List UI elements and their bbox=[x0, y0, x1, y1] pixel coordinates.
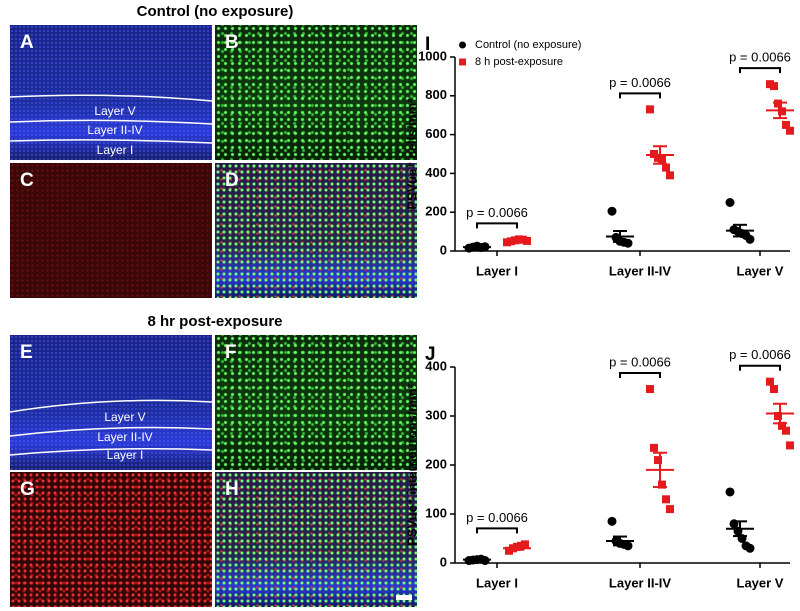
legend-label: Control (no exposure) bbox=[475, 39, 581, 51]
x-tick-label: Layer I bbox=[476, 263, 518, 278]
layer-label: Layer II-IV bbox=[97, 430, 152, 444]
data-point bbox=[646, 105, 654, 114]
data-point bbox=[778, 421, 786, 430]
data-point bbox=[623, 541, 633, 551]
panel-letter: D bbox=[225, 170, 239, 191]
data-point bbox=[782, 426, 790, 435]
panel-letter: C bbox=[20, 170, 34, 191]
micrograph bbox=[215, 163, 417, 298]
micrograph bbox=[215, 25, 417, 160]
micrograph bbox=[215, 335, 417, 470]
boundary bbox=[9, 426, 213, 437]
y-tick-label: 200 bbox=[425, 456, 447, 471]
significance-bracket bbox=[476, 527, 518, 534]
data-point bbox=[786, 441, 794, 450]
x-tick-label: Layer I bbox=[476, 575, 518, 590]
y-tick-label: 0 bbox=[440, 242, 447, 257]
layer-boundaries bbox=[9, 94, 213, 456]
y-tick-label: 100 bbox=[425, 505, 447, 520]
data-point bbox=[521, 540, 529, 549]
layer-label: Layer II-IV bbox=[87, 123, 142, 137]
data-point bbox=[725, 198, 735, 207]
data-point bbox=[725, 487, 735, 497]
legend-label: 8 h post-exposure bbox=[475, 56, 563, 68]
micrograph bbox=[10, 25, 212, 160]
layer-label: Layer V bbox=[104, 410, 145, 424]
x-tick-label: Layer II-IV bbox=[609, 263, 671, 278]
y-tick-label: 0 bbox=[440, 554, 447, 569]
x-tick-label: Layer V bbox=[737, 263, 784, 278]
micrograph bbox=[10, 472, 212, 607]
data-point bbox=[607, 516, 617, 526]
data-point bbox=[623, 238, 633, 248]
data-point bbox=[766, 377, 774, 386]
layer-label: Layer I bbox=[97, 143, 134, 157]
y-tick-label: 200 bbox=[425, 204, 447, 219]
p-value: p = 0.0066 bbox=[729, 347, 791, 362]
layer-label: Layer I bbox=[107, 448, 144, 462]
y-tick-label: 1000 bbox=[418, 48, 447, 63]
significance-bracket bbox=[619, 92, 661, 99]
data-point bbox=[654, 456, 662, 465]
data-point bbox=[658, 155, 666, 164]
boundary bbox=[9, 448, 213, 456]
legend-marker bbox=[459, 58, 466, 66]
significance-bracket bbox=[619, 372, 661, 379]
data-point bbox=[662, 163, 670, 172]
data-point bbox=[782, 120, 790, 129]
panel-letter: G bbox=[20, 479, 35, 500]
data-point bbox=[658, 480, 666, 489]
x-tick-label: Layer II-IV bbox=[609, 575, 671, 590]
boundary bbox=[9, 94, 213, 102]
legend-marker bbox=[459, 41, 466, 49]
data-point bbox=[666, 505, 674, 514]
scale-bar bbox=[396, 595, 412, 600]
p-value: p = 0.0066 bbox=[466, 205, 528, 220]
data-point bbox=[666, 171, 674, 180]
p-value: p = 0.0066 bbox=[466, 510, 528, 525]
significance-bracket bbox=[739, 67, 781, 74]
y-tick-label: 400 bbox=[425, 358, 447, 373]
data-point bbox=[607, 206, 617, 216]
data-point bbox=[745, 234, 755, 244]
data-point bbox=[650, 443, 658, 452]
y-axis-label: PSVue⁺ interneurons/mm² bbox=[404, 383, 419, 545]
panel-letter: F bbox=[225, 342, 237, 363]
panel-letter: E bbox=[20, 342, 33, 363]
panel-letter: A bbox=[20, 32, 34, 53]
significance-bracket bbox=[739, 364, 781, 371]
data-point bbox=[745, 543, 755, 553]
boundary bbox=[9, 399, 213, 413]
panel-letter: H bbox=[225, 479, 239, 500]
data-point bbox=[770, 385, 778, 394]
panel-letter: J bbox=[425, 344, 436, 365]
section-title: 8 hr post-exposure bbox=[147, 313, 282, 330]
boundary bbox=[9, 119, 213, 125]
y-tick-label: 400 bbox=[425, 165, 447, 180]
p-value: p = 0.0066 bbox=[609, 354, 671, 369]
y-tick-label: 800 bbox=[425, 87, 447, 102]
panel-letter: I bbox=[425, 34, 430, 55]
boundary bbox=[9, 139, 213, 144]
micrograph bbox=[10, 163, 212, 298]
section-title: Control (no exposure) bbox=[137, 3, 294, 20]
data-point bbox=[646, 385, 654, 394]
micrograph bbox=[10, 335, 212, 470]
panel-letter: B bbox=[225, 32, 239, 53]
y-tick-label: 300 bbox=[425, 407, 447, 422]
data-point bbox=[662, 495, 670, 504]
layer-label: Layer V bbox=[94, 104, 135, 118]
p-value: p = 0.0066 bbox=[609, 75, 671, 90]
x-tick-label: Layer V bbox=[737, 575, 784, 590]
p-value: p = 0.0066 bbox=[729, 50, 791, 65]
y-tick-label: 600 bbox=[425, 126, 447, 141]
data-point bbox=[774, 412, 782, 420]
significance-bracket bbox=[476, 222, 518, 229]
data-point bbox=[786, 126, 794, 135]
data-point bbox=[770, 82, 778, 91]
micrograph bbox=[215, 472, 417, 607]
y-axis-label: PSVue⁺ cells/mm² bbox=[404, 98, 419, 210]
